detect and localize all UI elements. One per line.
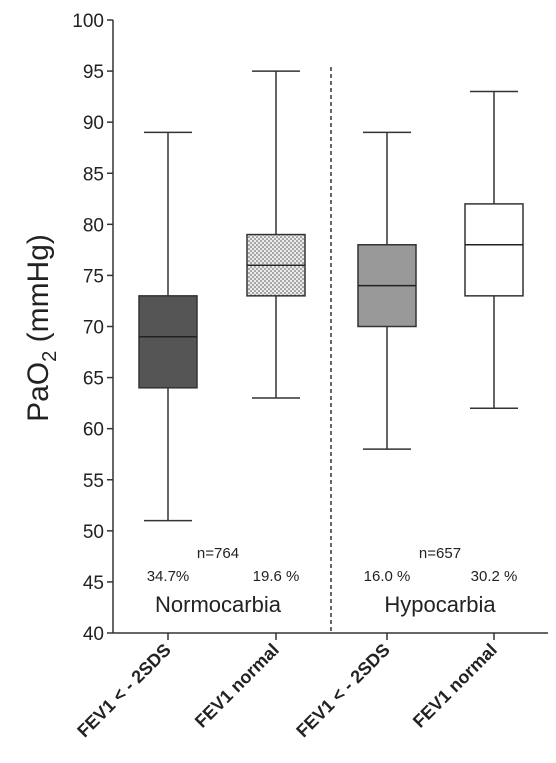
y-tick-label: 80: [83, 215, 104, 236]
y-tick-label: 100: [72, 11, 104, 32]
y-axis-label: PaO2 (mmHg): [22, 234, 61, 422]
x-axis: FEV1 < - 2SDS FEV1 normal FEV1 < - 2SDS FEV…: [73, 632, 548, 742]
x-tick-label: FEV1 normal: [409, 640, 501, 732]
y-tick-label: 65: [83, 369, 104, 390]
y-tick-label: 75: [83, 266, 104, 287]
boxes: [138, 70, 524, 522]
group-n-label: n=657: [419, 545, 461, 562]
group-name-label: Normocarbia: [155, 592, 282, 617]
x-tick-label: FEV1 < - 2SDS: [292, 640, 394, 742]
x-tick-label: FEV1 < - 2SDS: [73, 640, 175, 742]
box-3: [357, 131, 417, 450]
y-tick-label: 40: [83, 624, 104, 645]
y-tick-label: 70: [83, 318, 104, 339]
y-tick-label: 60: [83, 420, 104, 441]
box-1: [138, 131, 198, 522]
percent-label: 16.0 %: [364, 568, 411, 585]
group-n-label: n=764: [197, 545, 239, 562]
box-iqr: [138, 295, 198, 389]
box-iqr: [464, 203, 524, 297]
percent-label: 34.7%: [147, 568, 190, 585]
y-tick-label: 45: [83, 573, 104, 594]
percent-label: 19.6 %: [253, 568, 300, 585]
x-tick-label: FEV1 normal: [191, 640, 283, 732]
y-axis: 40 45 50 55 60 65 70 75 80 85 90 95 100: [72, 11, 114, 645]
y-tick-label: 90: [83, 113, 104, 134]
y-tick-label: 55: [83, 471, 104, 492]
y-tick-label: 95: [83, 62, 104, 83]
y-tick-label: 85: [83, 164, 104, 185]
group-name-label: Hypocarbia: [384, 592, 496, 617]
box-4: [464, 90, 524, 409]
group-annotations: n=764 Normocarbia 34.7% 19.6 % n=657 Hypocarb…: [147, 545, 518, 617]
percent-label: 30.2 %: [471, 568, 518, 585]
y-tick-label: 50: [83, 522, 104, 543]
box-2: [246, 70, 306, 399]
